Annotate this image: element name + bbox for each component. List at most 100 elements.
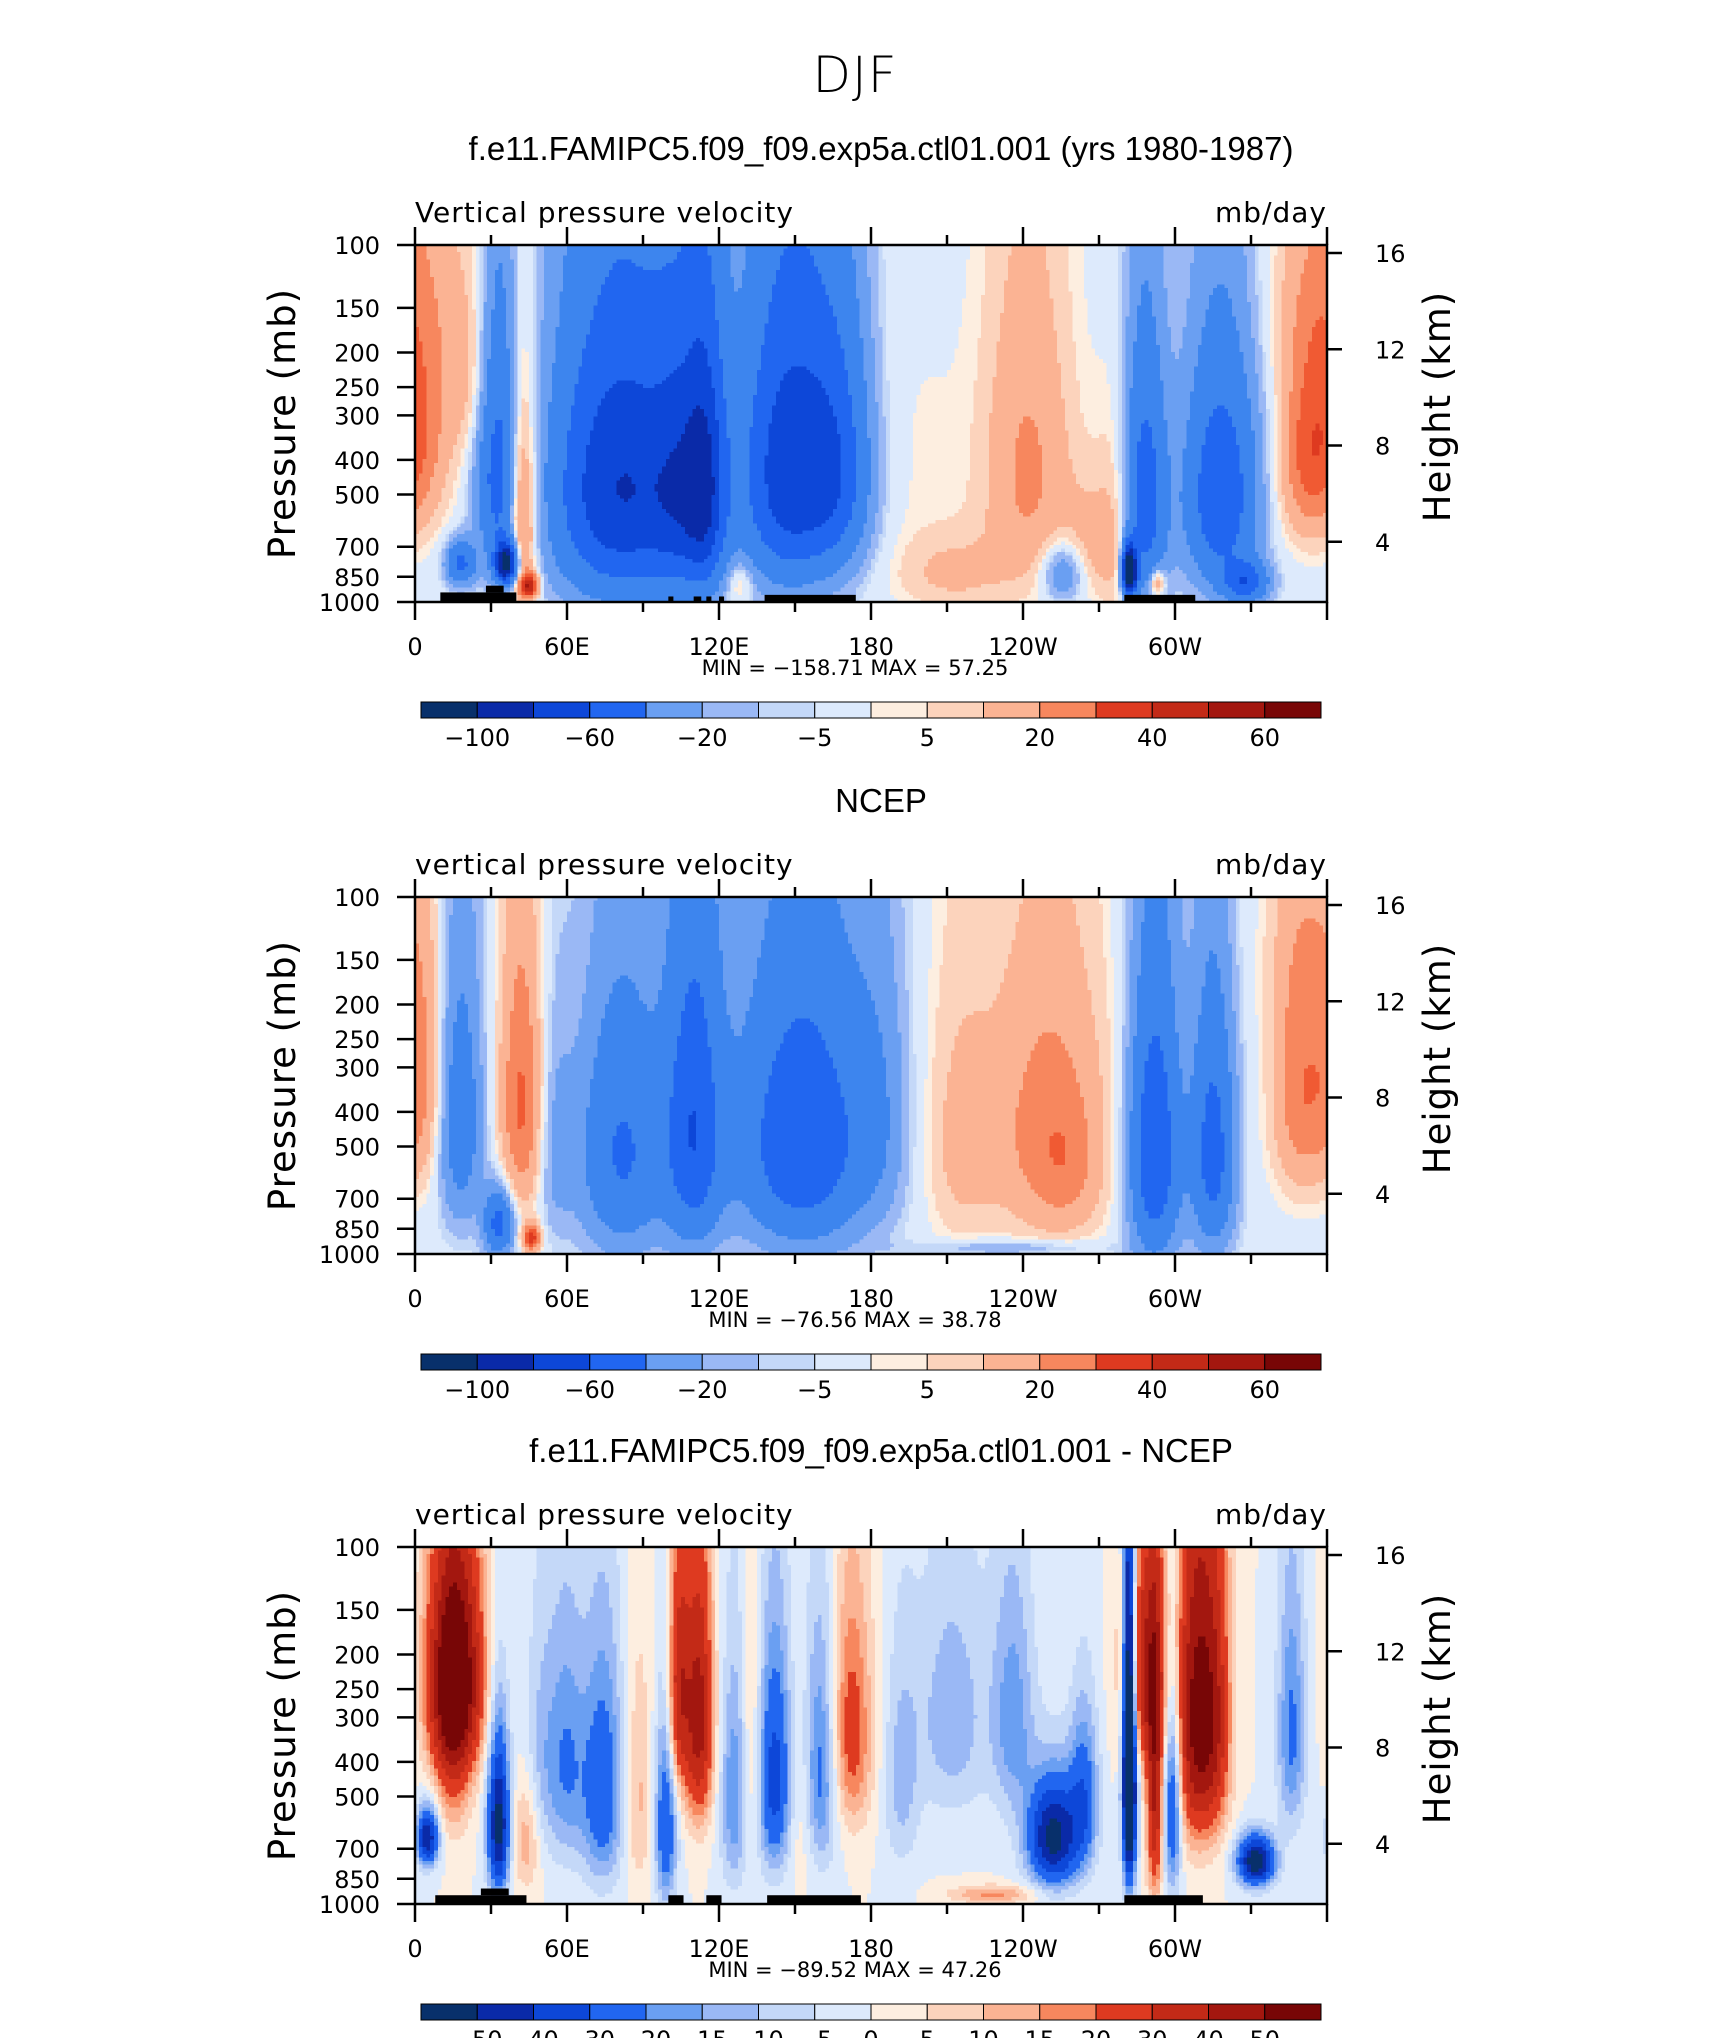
y-tick-label: 250 [334, 374, 380, 402]
colorbar-label: 30 [1137, 2026, 1168, 2038]
colorbar-box [1039, 701, 1097, 719]
x-tick-label: 120E [689, 1935, 750, 1963]
y-tick-label: 300 [334, 1054, 380, 1082]
colorbar-box [1095, 701, 1153, 719]
y-tick-label: 250 [334, 1676, 380, 1704]
colorbar-label: −20 [677, 1376, 728, 1404]
colorbar-label: 10 [968, 2026, 999, 2038]
colorbar-label: −5 [797, 1376, 832, 1404]
y-tick-label: 850 [334, 1866, 380, 1894]
y2-tick-label: 16 [1375, 1542, 1406, 1570]
terrain-block [440, 592, 517, 602]
terrain-block [764, 594, 856, 602]
colorbar-box [533, 1353, 591, 1371]
min-max-stats: MIN = −89.52 MAX = 47.26 [708, 1958, 1001, 1982]
colorbar-box [589, 2003, 647, 2021]
y2-tick-label: 16 [1375, 240, 1406, 268]
terrain-block [719, 596, 725, 602]
x-tick-label: 60W [1148, 1285, 1202, 1313]
y-tick-label: 400 [334, 1749, 380, 1777]
terrain-block [668, 596, 674, 602]
y2-tick-label: 8 [1375, 433, 1390, 461]
panel-subtitle-right: mb/day [1215, 1498, 1327, 1531]
y2-tick-label: 12 [1375, 1638, 1406, 1666]
colorbar-label: 20 [1024, 724, 1055, 752]
terrain-block [668, 1895, 684, 1904]
colorbar-label: −60 [564, 724, 615, 752]
y2-tick-label: 4 [1375, 529, 1390, 557]
panel-subtitle-right: mb/day [1215, 196, 1327, 229]
y-tick-label: 100 [334, 884, 380, 912]
colorbar-box [476, 1353, 534, 1371]
y2-tick-label: 4 [1375, 1181, 1390, 1209]
colorbar-box [1095, 2003, 1153, 2021]
colorbar-label: −60 [564, 1376, 615, 1404]
y-tick-label: 200 [334, 339, 380, 367]
terrain-block [1124, 594, 1196, 602]
colorbar-box [1151, 2003, 1209, 2021]
contour-field [415, 897, 1327, 1254]
x-tick-label: 60E [544, 633, 590, 661]
y-tick-label: 250 [334, 1026, 380, 1054]
colorbar-label: 60 [1249, 1376, 1280, 1404]
y-axis-label: Pressure (mb) [261, 1590, 304, 1861]
terrain-block [767, 1895, 861, 1904]
min-max-stats: MIN = −76.56 MAX = 38.78 [708, 1308, 1001, 1332]
colorbar-box [589, 1353, 647, 1371]
x-tick-label: 120W [988, 633, 1058, 661]
colorbar-label: −50 [452, 2026, 503, 2038]
colorbar-box [645, 701, 703, 719]
colorbar-box [589, 701, 647, 719]
terrain-block [485, 585, 504, 593]
colorbar-label: 5 [920, 2026, 935, 2038]
colorbar-label: 15 [1024, 2026, 1055, 2038]
terrain-block [435, 1895, 527, 1904]
colorbar-box [701, 1353, 759, 1371]
x-tick-label: 180 [848, 1935, 894, 1963]
colorbar-box [926, 1353, 984, 1371]
panel-title: f.e11.FAMIPC5.f09_f09.exp5a.ctl01.001 (y… [469, 130, 1294, 167]
colorbar-box [983, 2003, 1041, 2021]
terrain-block [706, 1895, 722, 1904]
colorbar-box [1151, 701, 1209, 719]
colorbar-label: 0 [863, 2026, 878, 2038]
colorbar-box [870, 1353, 928, 1371]
colorbar-box [645, 2003, 703, 2021]
y-tick-label: 1000 [319, 589, 380, 617]
panel-subtitle-left: vertical pressure velocity [415, 1498, 794, 1531]
y2-tick-label: 16 [1375, 892, 1406, 920]
y2-axis-label: Height (km) [1416, 291, 1459, 522]
colorbar-box [533, 701, 591, 719]
colorbar-box [533, 2003, 591, 2021]
y-tick-label: 200 [334, 1641, 380, 1669]
colorbar-label: 5 [920, 1376, 935, 1404]
x-tick-label: 180 [848, 1285, 894, 1313]
y-tick-label: 200 [334, 991, 380, 1019]
x-tick-label: 120W [988, 1935, 1058, 1963]
colorbar-box [420, 2003, 478, 2021]
x-tick-label: 0 [407, 1285, 422, 1313]
y-tick-label: 150 [334, 295, 380, 323]
colorbar-label: −5 [797, 2026, 832, 2038]
colorbar-box [1208, 1353, 1266, 1371]
colorbar-label: −100 [444, 724, 510, 752]
colorbar-label: 20 [1081, 2026, 1112, 2038]
colorbar-box [1039, 1353, 1097, 1371]
colorbar-box [476, 2003, 534, 2021]
y-tick-label: 400 [334, 447, 380, 475]
x-tick-label: 60E [544, 1935, 590, 1963]
colorbar-label: −5 [797, 724, 832, 752]
colorbar-box [476, 701, 534, 719]
colorbar-box [926, 2003, 984, 2021]
panel-3: f.e11.FAMIPC5.f09_f09.exp5a.ctl01.001 - … [261, 1432, 1459, 2038]
colorbar-label: 50 [1249, 2026, 1280, 2038]
y-tick-label: 700 [334, 1186, 380, 1214]
colorbar-label: 5 [920, 724, 935, 752]
colorbar-box [1208, 701, 1266, 719]
colorbar-label: 40 [1137, 1376, 1168, 1404]
terrain-block [480, 1888, 509, 1896]
colorbar-box [1039, 2003, 1097, 2021]
colorbar-box [758, 2003, 816, 2021]
panel-subtitle-right: mb/day [1215, 848, 1327, 881]
